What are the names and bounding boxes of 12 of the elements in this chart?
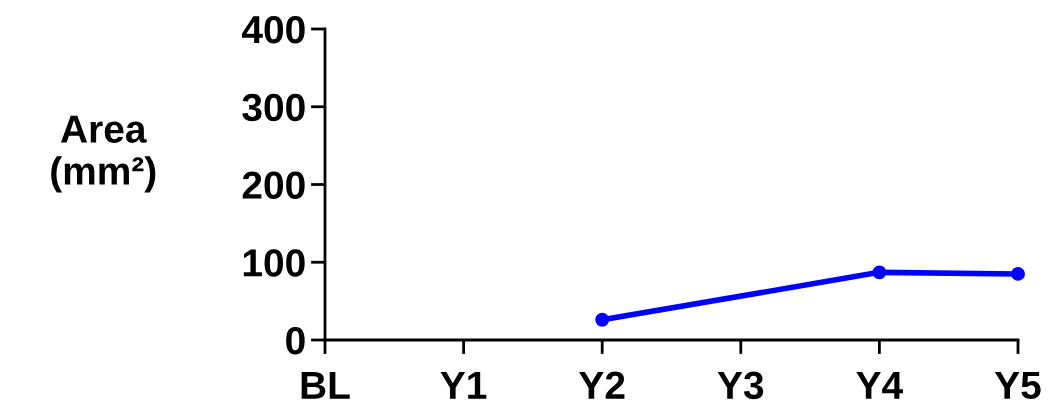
y-tick-label: 200 bbox=[242, 171, 305, 199]
y-tick-label: 400 bbox=[241, 15, 305, 44]
y-tick-label: 300 bbox=[242, 93, 305, 122]
x-tick-label: BL bbox=[301, 371, 350, 399]
x-tick-label: Y3 bbox=[717, 371, 764, 400]
x-tick-label: Y5 bbox=[994, 371, 1041, 400]
x-tick-label: Y4 bbox=[856, 371, 903, 399]
y-tick-label: 0 bbox=[286, 326, 305, 355]
y-axis-title: Area (mm²) bbox=[51, 115, 156, 193]
x-tick-label: Y1 bbox=[440, 371, 487, 399]
x-tick-label: Y2 bbox=[579, 371, 625, 399]
y-tick-label: 100 bbox=[243, 249, 305, 277]
